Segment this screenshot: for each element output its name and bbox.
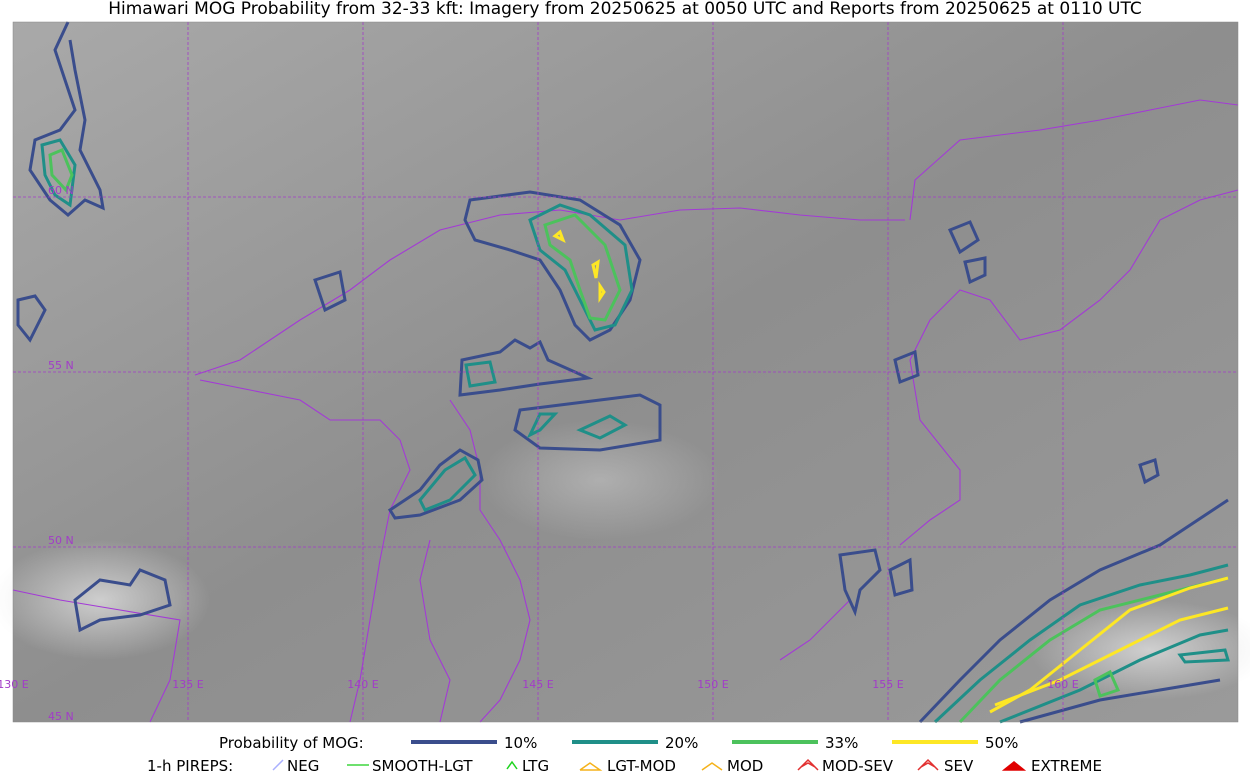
pirep-icon bbox=[701, 762, 723, 771]
pirep-icon bbox=[506, 760, 518, 770]
legend: Probability of MOG: 10% 20% 33% 50% 1-h PIREP… bbox=[147, 734, 1102, 775]
legend-item: MOD-SEV bbox=[822, 757, 894, 775]
legend-item: LGT-MOD bbox=[607, 757, 676, 775]
pirep-icon bbox=[797, 758, 819, 771]
legend-label: Probability of MOG: bbox=[219, 734, 364, 752]
legend-item: MOD bbox=[727, 757, 763, 775]
lon-label: 130 E bbox=[0, 678, 29, 691]
pirep-icon bbox=[917, 758, 939, 771]
legend-item: 50% bbox=[985, 734, 1018, 752]
lon-label: 160 E bbox=[1047, 678, 1078, 691]
pirep-icon bbox=[579, 762, 603, 771]
lon-label: 145 E bbox=[522, 678, 553, 691]
lon-label: 150 E bbox=[697, 678, 728, 691]
coastlines bbox=[12, 99, 1239, 723]
contours bbox=[16, 21, 1230, 724]
lon-label: 135 E bbox=[172, 678, 203, 691]
legend-item: EXTREME bbox=[1031, 757, 1102, 775]
lat-label: 60 N bbox=[48, 184, 74, 197]
cloud bbox=[0, 540, 210, 660]
cloud bbox=[1030, 600, 1250, 700]
cloud bbox=[480, 420, 720, 540]
legend-item: SEV bbox=[944, 757, 974, 775]
legend-label: 1-h PIREPS: bbox=[147, 757, 233, 775]
pirep-icon bbox=[272, 759, 284, 771]
lon-label: 140 E bbox=[347, 678, 378, 691]
pirep-icon bbox=[1001, 761, 1027, 771]
graticule: 60 N 55 N 50 N 45 N 130 E 135 E 140 E 145 E 150 … bbox=[0, 21, 1239, 723]
legend-item: 33% bbox=[825, 734, 858, 752]
map-frame bbox=[12, 21, 1239, 723]
map-title: Himawari MOG Probability from 32-33 kft:… bbox=[108, 0, 1142, 19]
lon-label: 155 E bbox=[872, 678, 903, 691]
legend-item: LTG bbox=[522, 757, 549, 775]
lat-label: 50 N bbox=[48, 534, 74, 547]
lat-label: 45 N bbox=[48, 710, 74, 723]
legend-item: NEG bbox=[287, 757, 319, 775]
legend-item: 10% bbox=[504, 734, 537, 752]
legend-item: SMOOTH-LGT bbox=[372, 757, 473, 775]
legend-item: 20% bbox=[665, 734, 698, 752]
lat-label: 55 N bbox=[48, 359, 74, 372]
